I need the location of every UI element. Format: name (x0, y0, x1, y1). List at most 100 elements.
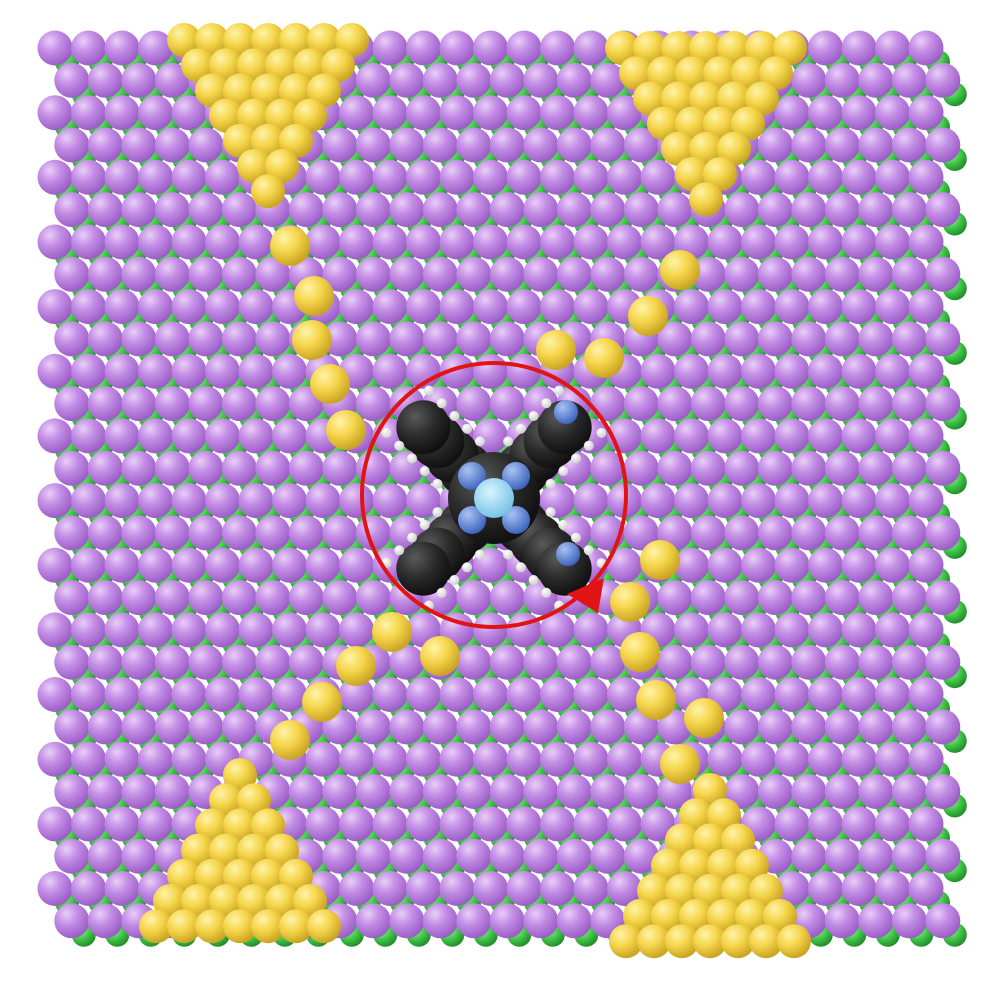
substrate-purple-atom (908, 871, 944, 906)
substrate-purple-atom (406, 806, 441, 842)
substrate-purple-atom (640, 224, 676, 260)
substrate-purple-atom (573, 30, 609, 66)
gold-atom (689, 31, 723, 65)
gold-atom (717, 31, 751, 65)
substrate-purple-atom (221, 580, 257, 616)
gold-atom (675, 106, 709, 141)
substrate-purple-atom (355, 127, 391, 163)
substrate-purple-atom (607, 806, 642, 842)
substrate-purple-atom (858, 903, 894, 939)
substrate-purple-atom (406, 95, 441, 131)
substrate-purple-atom (858, 580, 894, 616)
hydrogen-atom (571, 532, 581, 543)
substrate-purple-atom (741, 677, 776, 712)
substrate-purple-atom (640, 418, 676, 454)
substrate-purple-atom (540, 159, 575, 195)
substrate-purple-atom (339, 871, 374, 906)
substrate-purple-atom (891, 709, 927, 745)
substrate-purple-atom (305, 547, 341, 583)
substrate-purple-atom (724, 774, 760, 809)
substrate-purple-atom (121, 62, 157, 98)
gold-atom (293, 884, 327, 918)
substrate-purple-atom (774, 95, 810, 131)
substrate-purple-atom (908, 612, 944, 648)
gold-atom (536, 330, 576, 370)
substrate-purple-atom (104, 871, 140, 906)
gold-atom (279, 23, 313, 57)
substrate-purple-atom (875, 871, 910, 906)
substrate-purple-atom (523, 256, 559, 292)
substrate-purple-atom (104, 741, 140, 777)
substrate-purple-atom (372, 95, 408, 131)
substrate-purple-atom (741, 612, 776, 648)
substrate-purple-atom (422, 709, 458, 745)
substrate-purple-atom (255, 580, 291, 616)
substrate-purple-atom (439, 353, 475, 389)
substrate-purple-atom (473, 741, 508, 777)
substrate-purple-atom (925, 192, 961, 228)
substrate-purple-atom (791, 256, 827, 292)
substrate-purple-atom (288, 192, 324, 228)
substrate-purple-atom (623, 515, 659, 551)
substrate-purple-atom (171, 483, 207, 519)
gold-atom (195, 23, 229, 57)
gold-atom (749, 924, 783, 959)
gold-atom (237, 884, 271, 918)
gold-atom (647, 106, 681, 141)
substrate-purple-atom (891, 644, 927, 680)
substrate-purple-atom (791, 386, 827, 422)
gold-atom (731, 56, 765, 91)
gold-atom (420, 636, 460, 676)
substrate-purple-atom (71, 741, 106, 777)
substrate-purple-atom (456, 386, 492, 422)
substrate-purple-atom (339, 483, 374, 519)
substrate-purple-atom (355, 192, 391, 228)
gold-atom (223, 858, 257, 893)
gold-atom (749, 873, 783, 908)
substrate-purple-atom (791, 515, 827, 551)
substrate-purple-atom (238, 677, 274, 712)
gold-atom-chain (270, 612, 460, 760)
substrate-purple-atom (71, 483, 106, 519)
carbon-atom (537, 400, 592, 455)
substrate-purple-atom (623, 256, 659, 292)
substrate-purple-atom (456, 838, 492, 874)
gold-atom (684, 698, 724, 738)
substrate-purple-atom (573, 741, 609, 777)
substrate-purple-atom (808, 612, 843, 648)
substrate-purple-atom (757, 515, 793, 551)
substrate-purple-atom (774, 677, 810, 712)
substrate-purple-atom (355, 386, 391, 422)
substrate-purple-atom (389, 127, 425, 163)
nitrogen-atom (556, 542, 580, 566)
substrate-purple-atom (339, 95, 374, 131)
substrate-purple-atom (355, 321, 391, 357)
gold-atom (223, 909, 257, 944)
substrate-purple-atom (456, 62, 492, 98)
substrate-purple-atom (925, 644, 961, 680)
substrate-purple-atom (87, 450, 123, 486)
nitrogen-atom (554, 400, 578, 424)
substrate-purple-atom (171, 289, 207, 325)
substrate-purple-atom (221, 192, 257, 228)
substrate-purple-atom (37, 612, 73, 648)
substrate-purple-atom (674, 612, 709, 648)
substrate-purple-atom (154, 62, 190, 98)
substrate-purple-atom (138, 806, 173, 842)
substrate-purple-atom (305, 483, 341, 519)
substrate-purple-atom (774, 871, 810, 906)
substrate-purple-atom (690, 515, 726, 551)
substrate-purple-atom (808, 224, 843, 260)
substrate-purple-atom (473, 30, 508, 66)
substrate-purple-atom (473, 677, 508, 712)
substrate-purple-atom (372, 224, 408, 260)
substrate-purple-atom (422, 321, 458, 357)
substrate-purple-atom (590, 127, 626, 163)
substrate-purple-atom (188, 321, 224, 357)
substrate-purple-atom (707, 353, 743, 389)
gold-atom (237, 98, 271, 133)
substrate-purple-atom (221, 709, 257, 745)
substrate-purple-atom (640, 159, 676, 195)
gold-atom (209, 98, 243, 133)
substrate-purple-atom (54, 192, 90, 228)
